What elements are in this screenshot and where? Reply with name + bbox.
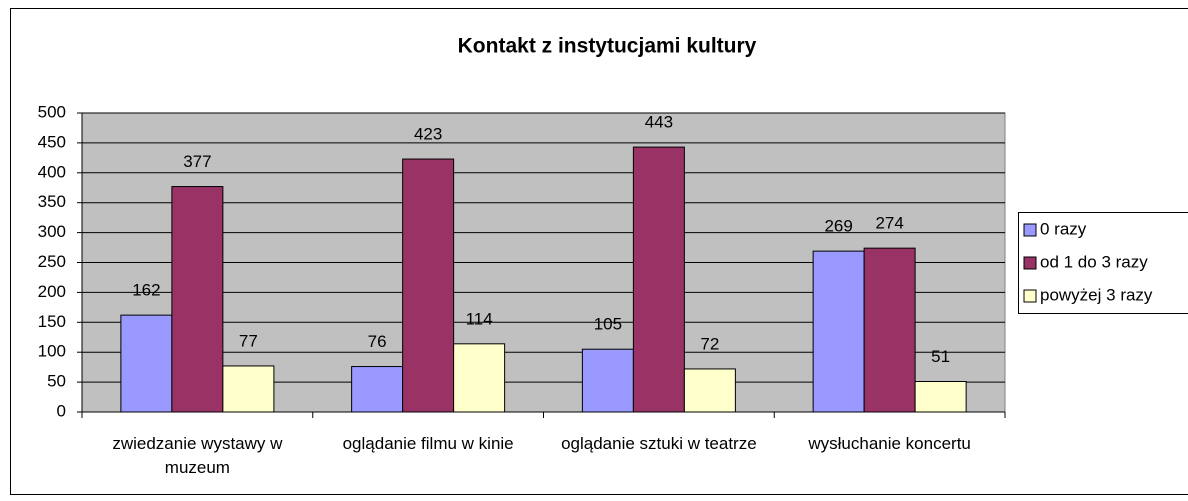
bar bbox=[171, 186, 224, 413]
x-tick-label: zwiedzanie wystawy w muzeum bbox=[112, 434, 283, 477]
data-label: 443 bbox=[645, 113, 673, 132]
y-tick-label: 400 bbox=[38, 162, 66, 181]
chart-title: Kontakt z instytucjami kultury bbox=[458, 35, 757, 58]
data-label: 423 bbox=[414, 125, 442, 144]
y-tick-label: 300 bbox=[38, 222, 66, 241]
data-label: 274 bbox=[875, 214, 903, 233]
legend-box bbox=[1018, 212, 1188, 314]
bar bbox=[120, 314, 173, 413]
bar bbox=[812, 250, 865, 413]
data-label: 105 bbox=[594, 315, 622, 334]
legend-swatch bbox=[1023, 289, 1037, 303]
legend-swatch bbox=[1023, 223, 1037, 237]
bar bbox=[351, 366, 404, 413]
x-tick-label: wysłuchanie koncertu bbox=[808, 434, 971, 453]
data-label: 72 bbox=[700, 334, 719, 353]
data-label: 269 bbox=[824, 217, 852, 236]
legend-label: od 1 do 3 razy bbox=[1040, 252, 1148, 271]
data-label: 377 bbox=[183, 152, 211, 171]
legend-label: powyżej 3 razy bbox=[1040, 285, 1153, 304]
y-tick-label: 450 bbox=[38, 132, 66, 151]
bar bbox=[402, 158, 455, 413]
bar bbox=[581, 348, 634, 413]
bar bbox=[683, 368, 736, 413]
legend-swatch bbox=[1023, 256, 1037, 270]
data-label: 114 bbox=[466, 309, 493, 328]
data-label: 76 bbox=[368, 332, 387, 351]
bar bbox=[632, 146, 685, 413]
y-tick-label: 50 bbox=[47, 372, 66, 391]
x-tick-label: oglądanie filmu w kinie bbox=[342, 434, 514, 453]
bar bbox=[863, 247, 916, 413]
y-tick-label: 200 bbox=[38, 282, 66, 301]
bar bbox=[222, 365, 275, 413]
y-tick-label: 100 bbox=[38, 342, 66, 361]
bar bbox=[914, 381, 967, 413]
y-tick-label: 0 bbox=[57, 401, 66, 420]
y-tick-label: 250 bbox=[38, 252, 66, 271]
bar bbox=[453, 343, 506, 413]
data-label: 77 bbox=[239, 331, 258, 350]
data-label: 162 bbox=[132, 281, 160, 300]
y-tick-label: 500 bbox=[38, 102, 66, 121]
legend-label: 0 razy bbox=[1040, 219, 1087, 238]
data-label: 51 bbox=[931, 347, 950, 366]
y-tick-label: 350 bbox=[38, 192, 66, 211]
x-tick-label: oglądanie sztuki w teatrze bbox=[561, 434, 757, 453]
y-tick-label: 150 bbox=[38, 312, 66, 331]
